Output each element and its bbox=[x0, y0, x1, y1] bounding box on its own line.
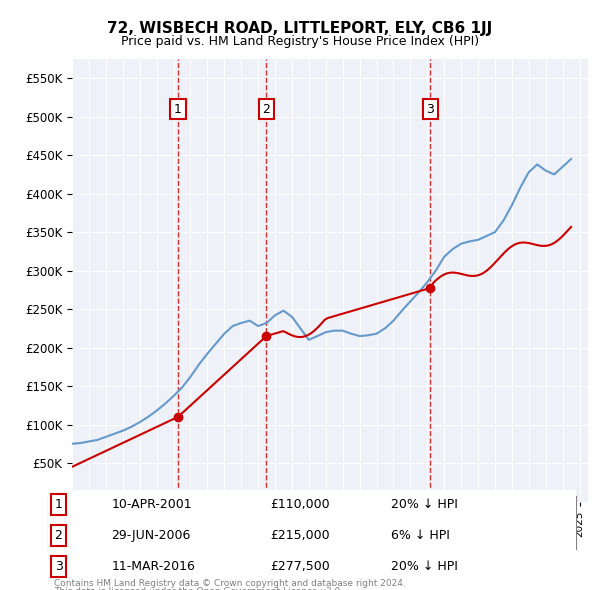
Text: 3: 3 bbox=[55, 560, 62, 573]
Text: 29-JUN-2006: 29-JUN-2006 bbox=[112, 529, 191, 542]
Text: 1: 1 bbox=[55, 498, 62, 511]
Text: 2: 2 bbox=[262, 103, 271, 116]
Text: 3: 3 bbox=[427, 103, 434, 116]
Text: 11-MAR-2016: 11-MAR-2016 bbox=[112, 560, 195, 573]
Text: Price paid vs. HM Land Registry's House Price Index (HPI): Price paid vs. HM Land Registry's House … bbox=[121, 35, 479, 48]
Text: 20% ↓ HPI: 20% ↓ HPI bbox=[391, 498, 458, 511]
Text: 1: 1 bbox=[174, 103, 182, 116]
Text: HPI: Average price, detached house, East Cambridgeshire: HPI: Average price, detached house, East… bbox=[90, 529, 392, 539]
Text: This data is licensed under the Open Government Licence v3.0.: This data is licensed under the Open Gov… bbox=[54, 587, 343, 590]
Text: 10-APR-2001: 10-APR-2001 bbox=[112, 498, 192, 511]
Text: 2: 2 bbox=[55, 529, 62, 542]
Text: Contains HM Land Registry data © Crown copyright and database right 2024.: Contains HM Land Registry data © Crown c… bbox=[54, 579, 406, 588]
Text: £277,500: £277,500 bbox=[270, 560, 329, 573]
Text: 72, WISBECH ROAD, LITTLEPORT, ELY, CB6 1JJ (detached house): 72, WISBECH ROAD, LITTLEPORT, ELY, CB6 1… bbox=[90, 506, 422, 516]
Text: 6% ↓ HPI: 6% ↓ HPI bbox=[391, 529, 450, 542]
Text: 20% ↓ HPI: 20% ↓ HPI bbox=[391, 560, 458, 573]
Text: £215,000: £215,000 bbox=[270, 529, 329, 542]
Text: £110,000: £110,000 bbox=[270, 498, 329, 511]
Text: 72, WISBECH ROAD, LITTLEPORT, ELY, CB6 1JJ: 72, WISBECH ROAD, LITTLEPORT, ELY, CB6 1… bbox=[107, 21, 493, 35]
